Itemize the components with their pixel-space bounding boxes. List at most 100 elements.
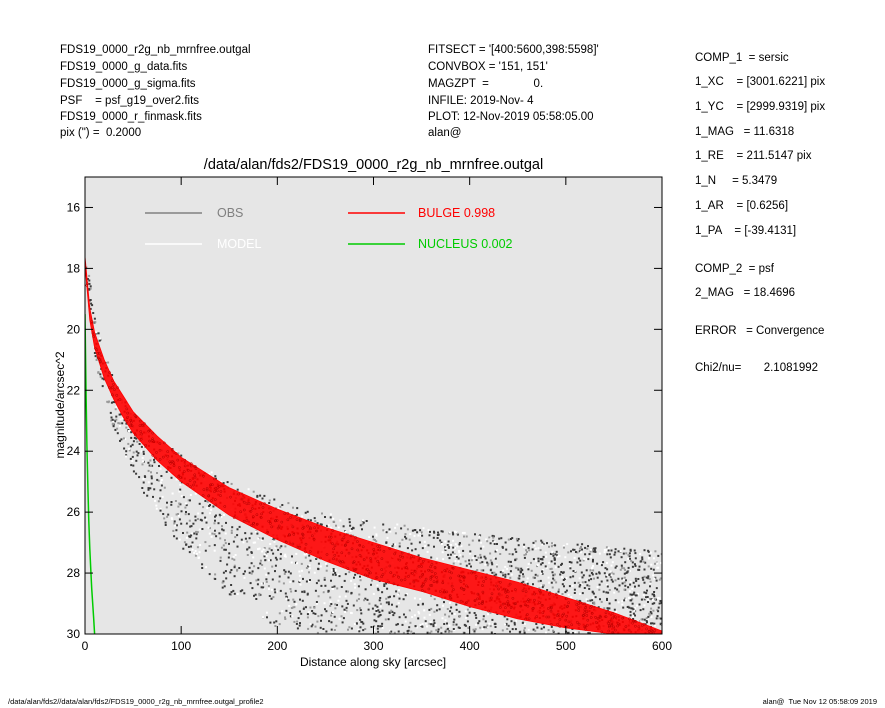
obs-point (313, 571, 316, 574)
obs-point (608, 607, 611, 610)
obs-point (170, 503, 173, 506)
obs-point (179, 488, 182, 491)
bulge-point (564, 618, 568, 622)
obs-point (509, 538, 512, 540)
obs-point (150, 482, 153, 485)
obs-point (338, 575, 341, 578)
obs-point (159, 489, 162, 492)
obs-point (375, 620, 378, 623)
obs-point (611, 561, 614, 564)
obs-point (247, 488, 250, 491)
obs-point (548, 561, 551, 564)
obs-point (293, 606, 296, 609)
obs-point (493, 556, 496, 559)
obs-point (534, 629, 537, 632)
obs-point (379, 597, 382, 599)
obs-point (101, 385, 104, 388)
obs-point (396, 623, 399, 626)
obs-point (208, 532, 211, 535)
obs-point (283, 572, 286, 575)
obs-point (479, 553, 482, 556)
obs-point (263, 547, 266, 549)
obs-point (329, 516, 332, 519)
obs-point (523, 556, 526, 559)
obs-point (244, 570, 246, 573)
obs-point (583, 587, 586, 589)
obs-point (356, 609, 359, 612)
obs-point (376, 608, 379, 611)
obs-point (542, 543, 545, 545)
obs-point (197, 512, 200, 515)
obs-point (112, 419, 115, 422)
obs-point (227, 556, 230, 559)
obs-point (588, 574, 591, 577)
obs-point (534, 573, 537, 576)
obs-point (337, 599, 340, 602)
obs-point (626, 571, 629, 574)
obs-point (563, 585, 565, 588)
obs-point (183, 541, 186, 544)
obs-point (619, 568, 622, 571)
obs-point (236, 528, 239, 531)
obs-point (655, 579, 658, 582)
obs-point (267, 585, 270, 587)
obs-point (131, 460, 134, 462)
obs-point (106, 400, 109, 403)
bulge-point (269, 511, 272, 514)
obs-point (545, 555, 548, 558)
obs-point (586, 600, 589, 602)
bulge-point (286, 518, 290, 522)
obs-point (489, 569, 492, 572)
obs-point (504, 541, 507, 544)
obs-point (157, 500, 160, 503)
obs-point (326, 564, 329, 567)
obs-point (507, 573, 510, 576)
obs-point (625, 552, 628, 555)
obs-point (658, 597, 661, 600)
bulge-point (304, 542, 308, 546)
obs-point (248, 566, 251, 569)
bulge-point (583, 602, 587, 606)
bulge-point (549, 609, 553, 613)
obs-point (231, 526, 234, 529)
obs-point (579, 563, 582, 566)
bulge-point (291, 525, 295, 529)
obs-point (385, 531, 388, 534)
bulge-point (188, 479, 192, 482)
bulge-point (412, 580, 416, 584)
obs-point (486, 624, 489, 627)
bulge-point (477, 602, 481, 605)
obs-point (509, 560, 512, 563)
obs-point (555, 581, 558, 584)
obs-point (632, 618, 635, 620)
obs-point (305, 606, 307, 609)
obs-point (426, 631, 429, 634)
obs-point (278, 580, 281, 583)
obs-point (448, 615, 451, 618)
obs-point (624, 597, 626, 600)
obs-point (463, 535, 465, 538)
obs-point (116, 432, 119, 435)
obs-point (392, 614, 395, 617)
bulge-point (242, 519, 246, 523)
bulge-point (186, 469, 190, 472)
obs-point (455, 608, 458, 611)
obs-point (370, 626, 373, 628)
obs-point (275, 590, 278, 593)
obs-point (426, 625, 428, 628)
obs-point (159, 507, 162, 510)
header-mid-line: CONVBOX = '151, 151' (428, 61, 548, 73)
obs-point (155, 507, 158, 510)
bulge-point (112, 383, 115, 386)
error-line: ERROR = Convergence (695, 325, 825, 337)
obs-point (486, 564, 489, 567)
bulge-point (583, 625, 587, 629)
obs-point (511, 553, 514, 556)
obs-point (453, 553, 456, 556)
obs-point (483, 555, 486, 558)
obs-point (458, 543, 461, 546)
obs-point (453, 613, 456, 615)
obs-point (395, 590, 398, 593)
obs-point (631, 602, 634, 605)
bulge-point (172, 461, 175, 464)
